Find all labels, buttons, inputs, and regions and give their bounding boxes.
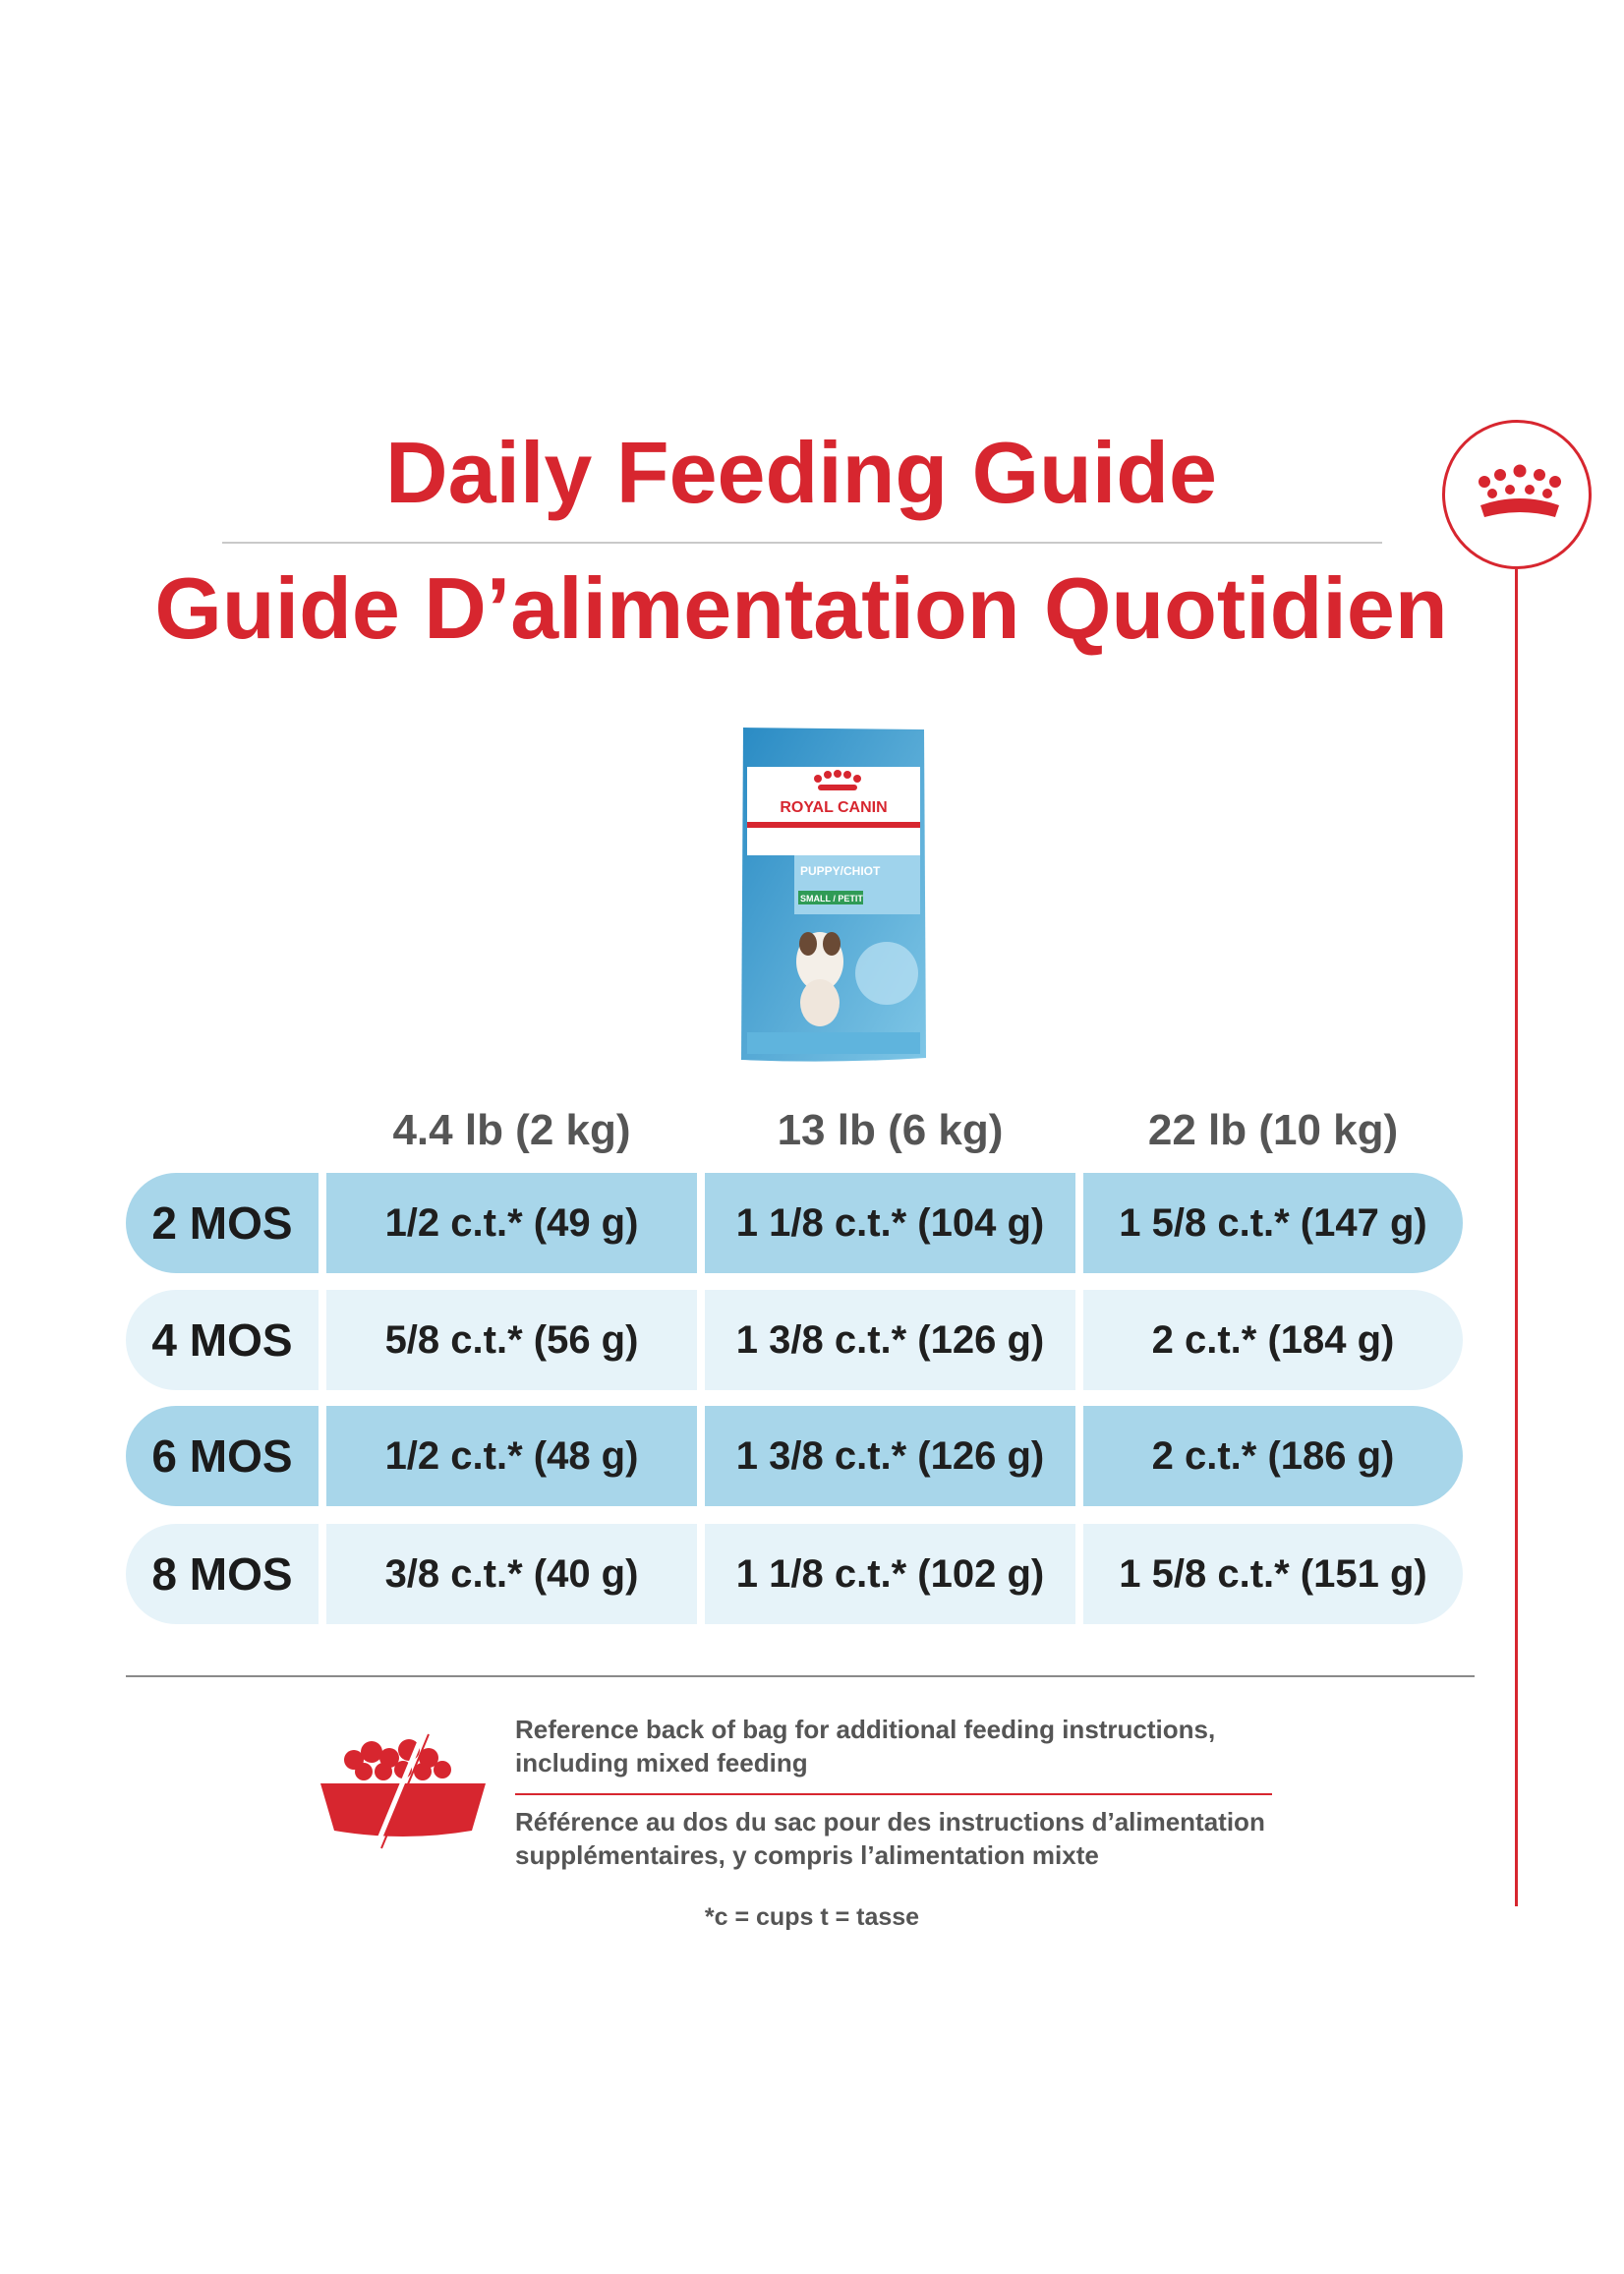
product-bag-image: ROYAL CANIN PUPPY/CHIOT SMALL / PETIT [739,728,928,1064]
note-english: Reference back of bag for additional fee… [515,1713,1215,1779]
column-header-weight-3: 22 lb (10 kg) [1147,1106,1399,1154]
note-french-line-2: supplémentaires, y compris l’alimentatio… [515,1840,1099,1870]
note-french-line-1: Référence au dos du sac pour des instruc… [515,1807,1265,1837]
row-age: 2 MOS [126,1173,319,1273]
column-header-weight-2: 13 lb (6 kg) [777,1106,1004,1154]
table-cell: 1 1/8 c.t.* (102 g) [705,1524,1075,1624]
row-age: 8 MOS [126,1524,319,1624]
table-cell: 1 5/8 c.t.* (147 g) [1083,1173,1463,1273]
product-size: SMALL / PETIT [800,894,863,904]
row-age: 6 MOS [126,1406,319,1506]
table-cell: 2 c.t.* (184 g) [1083,1290,1463,1390]
table-cell: 2 c.t.* (186 g) [1083,1406,1463,1506]
column-header-weight-1: 4.4 lb (2 kg) [392,1106,631,1154]
section-divider [126,1675,1475,1677]
product-brand: ROYAL CANIN [780,799,887,816]
row-age: 4 MOS [126,1290,319,1390]
brand-vertical-line [1515,569,1518,1906]
table-cell: 1/2 c.t.* (49 g) [326,1173,697,1273]
food-bowl-icon [315,1732,492,1855]
table-cell: 3/8 c.t.* (40 g) [326,1524,697,1624]
note-english-line-1: Reference back of bag for additional fee… [515,1715,1216,1744]
title-divider [222,542,1382,544]
table-cell: 1 1/8 c.t.* (104 g) [705,1173,1075,1273]
footnote: *c = cups t = tasse [704,1903,920,1931]
table-row: 4 MOS 5/8 c.t.* (56 g) 1 3/8 c.t.* (126 … [126,1290,1463,1390]
crown-icon [1442,420,1592,569]
product-name: PUPPY/CHIOT [800,864,881,878]
table-row: 8 MOS 3/8 c.t.* (40 g) 1 1/8 c.t.* (102 … [126,1524,1463,1624]
table-cell: 1 3/8 c.t.* (126 g) [705,1290,1075,1390]
note-divider [515,1793,1272,1795]
table-row: 6 MOS 1/2 c.t.* (48 g) 1 3/8 c.t.* (126 … [126,1406,1463,1506]
note-french: Référence au dos du sac pour des instruc… [515,1805,1265,1872]
page-title-french: Guide D’alimentation Quotidien [154,559,1448,657]
table-row: 2 MOS 1/2 c.t.* (49 g) 1 1/8 c.t.* (104 … [126,1173,1463,1273]
table-cell: 1/2 c.t.* (48 g) [326,1406,697,1506]
page-title-english: Daily Feeding Guide [385,424,1217,521]
table-cell: 1 3/8 c.t.* (126 g) [705,1406,1075,1506]
note-english-line-2: including mixed feeding [515,1748,808,1778]
table-cell: 1 5/8 c.t.* (151 g) [1083,1524,1463,1624]
table-cell: 5/8 c.t.* (56 g) [326,1290,697,1390]
